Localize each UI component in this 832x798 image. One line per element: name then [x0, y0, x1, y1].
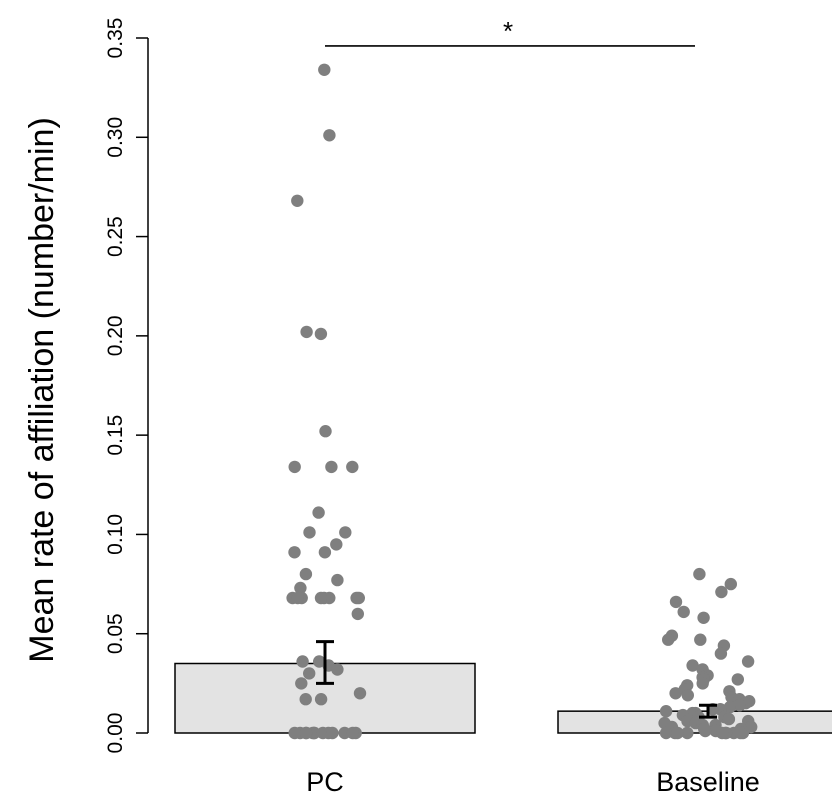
- data-point-baseline: [733, 699, 746, 712]
- data-point-pc: [288, 546, 301, 559]
- data-point-pc: [325, 460, 338, 474]
- y-axis-title: Mean rate of affiliation (number/min): [23, 117, 61, 663]
- data-point-pc: [330, 538, 343, 551]
- data-points: [286, 63, 758, 740]
- y-tick-label: 0.15: [104, 415, 127, 456]
- data-point-pc: [312, 506, 325, 519]
- y-tick-label: 0.10: [104, 514, 127, 555]
- data-point-pc: [351, 607, 364, 621]
- data-point-pc: [346, 726, 359, 740]
- data-point-pc: [331, 573, 344, 587]
- x-axis-labels: PC Baseline: [306, 767, 760, 797]
- data-point-pc: [314, 693, 328, 706]
- data-point-baseline: [731, 673, 744, 686]
- data-point-pc: [288, 726, 301, 740]
- x-category-label-baseline: Baseline: [656, 767, 760, 797]
- y-tick-label: 0.25: [104, 216, 127, 257]
- data-point-baseline: [669, 595, 683, 609]
- data-point-pc: [291, 194, 304, 207]
- data-point-pc: [318, 63, 331, 76]
- data-point-pc: [299, 726, 313, 740]
- data-point-baseline: [715, 585, 728, 599]
- data-point-pc: [326, 726, 339, 740]
- data-point-pc: [323, 129, 336, 142]
- data-point-baseline: [659, 726, 673, 740]
- data-point-pc: [331, 663, 344, 676]
- y-tick-label: 0.00: [104, 713, 127, 754]
- data-point-baseline: [699, 724, 712, 738]
- data-point-pc: [313, 655, 326, 668]
- error-bars: [316, 640, 717, 719]
- data-point-baseline: [686, 659, 699, 672]
- data-point-baseline: [659, 705, 673, 718]
- data-point-pc: [291, 591, 304, 605]
- data-point-pc: [299, 567, 313, 581]
- data-point-pc: [296, 655, 309, 668]
- data-point-baseline: [693, 567, 706, 581]
- data-point-baseline: [677, 605, 690, 619]
- data-point-pc: [288, 460, 301, 474]
- data-point-pc: [314, 591, 328, 605]
- significance-marker: *: [325, 16, 695, 47]
- data-point-pc: [303, 526, 316, 539]
- data-point-baseline: [662, 633, 675, 646]
- data-point-baseline: [723, 701, 736, 714]
- data-point-baseline: [681, 689, 694, 702]
- x-category-label-pc: PC: [306, 767, 344, 797]
- data-point-pc: [346, 460, 359, 474]
- data-point-baseline: [722, 712, 736, 726]
- y-tick-label: 0.30: [104, 117, 127, 158]
- data-point-baseline: [741, 655, 755, 668]
- data-point-baseline: [681, 726, 694, 740]
- data-point-baseline: [697, 611, 710, 624]
- data-point-pc: [300, 325, 313, 339]
- data-point-pc: [319, 425, 332, 438]
- data-point-pc: [295, 677, 308, 690]
- data-point-baseline: [671, 726, 684, 740]
- y-tick-label: 0.05: [104, 613, 127, 654]
- data-point-pc: [316, 726, 330, 740]
- data-point-pc: [314, 327, 328, 341]
- data-point-pc: [352, 591, 365, 605]
- data-point-baseline: [734, 726, 747, 740]
- data-point-baseline: [724, 577, 737, 591]
- data-point-pc: [339, 526, 352, 539]
- y-tick-label: 0.20: [104, 315, 127, 356]
- data-point-pc: [294, 581, 307, 595]
- data-point-pc: [303, 667, 316, 680]
- data-point-baseline: [715, 726, 729, 740]
- data-point-baseline: [696, 677, 709, 690]
- y-axis: 0.00 0.05 0.10 0.15 0.20 0.25 0.30 0.35: [104, 18, 149, 754]
- y-tick-label: 0.35: [104, 18, 127, 59]
- data-point-pc: [318, 546, 332, 559]
- significance-label: *: [503, 16, 513, 46]
- data-point-baseline: [669, 687, 682, 700]
- data-point-pc: [299, 693, 312, 706]
- data-point-baseline: [694, 633, 707, 646]
- data-point-baseline: [714, 647, 728, 660]
- data-point-pc: [353, 687, 367, 700]
